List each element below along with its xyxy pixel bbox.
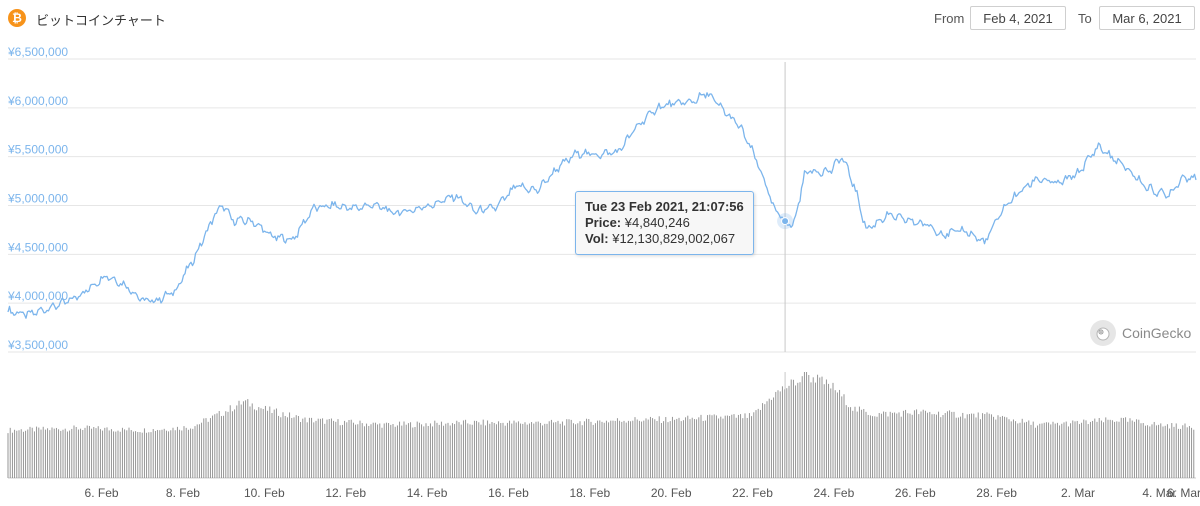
x-tick-label: 14. Feb — [407, 486, 448, 500]
y-tick-label: ¥3,500,000 — [7, 338, 68, 352]
y-axis-labels: ¥3,500,000 ¥4,000,000 ¥4,500,000 ¥5,000,000… — [7, 45, 68, 352]
price-line — [7, 92, 1197, 319]
x-tick-label: 24. Feb — [814, 486, 855, 500]
to-date-input[interactable]: Mar 6, 2021 — [1099, 6, 1195, 30]
chart-title: ビットコインチャート — [36, 13, 166, 28]
x-tick-label: 12. Feb — [325, 486, 366, 500]
coingecko-watermark: CoinGecko — [1090, 319, 1191, 347]
watermark-text: CoinGecko — [1122, 325, 1192, 341]
tooltip-price-label: Price: — [585, 215, 622, 230]
bitcoin-icon: ₿ — [8, 9, 26, 27]
x-tick-label: 20. Feb — [651, 486, 692, 500]
x-tick-label: 8. Feb — [166, 486, 200, 500]
tooltip-price-value: ¥4,840,246 — [624, 215, 690, 230]
hover-point — [781, 217, 790, 226]
tooltip-vol-value: ¥12,130,829,002,067 — [612, 231, 736, 246]
tooltip-datetime: Tue 23 Feb 2021, 21:07:56 — [585, 199, 744, 214]
from-date-input[interactable]: Feb 4, 2021 — [970, 6, 1066, 30]
x-tick-label: 18. Feb — [569, 486, 610, 500]
y-tick-label: ¥5,000,000 — [7, 192, 68, 206]
price-tooltip: Tue 23 Feb 2021, 21:07:56 Price: ¥4,840,… — [575, 191, 754, 255]
x-tick-label: 22. Feb — [732, 486, 773, 500]
y-tick-label: ¥4,500,000 — [7, 240, 68, 254]
coingecko-gecko-icon — [1090, 320, 1116, 346]
x-tick-label: 28. Feb — [976, 486, 1017, 500]
price-series — [7, 92, 1197, 319]
x-tick-label: 4. Mar — [1142, 486, 1176, 500]
chart-header: ₿ ビットコインチャート From Feb 4, 2021 To Mar 6, … — [0, 0, 1200, 36]
x-tick-label: 26. Feb — [895, 486, 936, 500]
volume-bars — [7, 372, 1195, 478]
x-tick-label: 10. Feb — [244, 486, 285, 500]
y-tick-label: ¥4,000,000 — [7, 289, 68, 303]
y-tick-label: ¥6,500,000 — [7, 45, 68, 59]
tooltip-vol-label: Vol: — [585, 231, 609, 246]
x-tick-label: 6. Mar — [1167, 486, 1200, 500]
x-axis-labels: 6. Feb 8. Feb 10. Feb 12. Feb 14. Feb 16. Feb… — [85, 486, 1200, 500]
x-tick-label: 2. Mar — [1061, 486, 1095, 500]
x-tick-label: 16. Feb — [488, 486, 529, 500]
y-tick-label: ¥5,500,000 — [7, 143, 68, 157]
to-label: To — [1078, 11, 1092, 26]
y-tick-label: ¥6,000,000 — [7, 94, 68, 108]
x-tick-label: 6. Feb — [85, 486, 119, 500]
crosshair — [777, 62, 794, 478]
from-label: From — [934, 11, 965, 26]
